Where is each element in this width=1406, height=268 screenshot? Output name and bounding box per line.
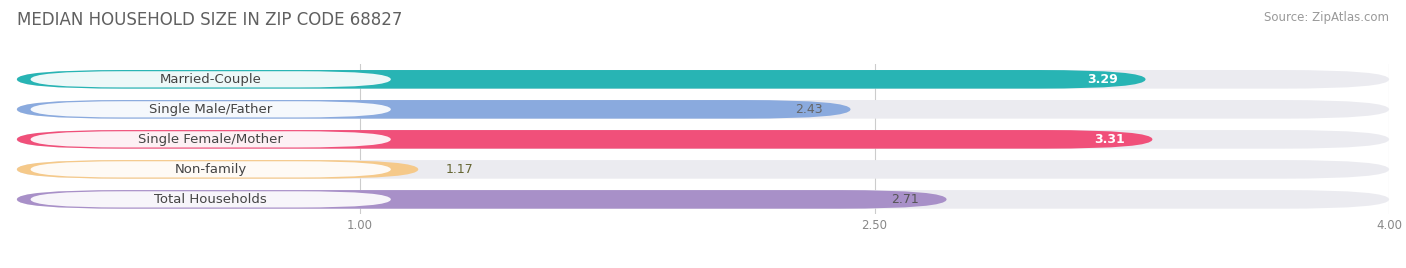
Text: 3.31: 3.31 [1094,133,1125,146]
Text: Married-Couple: Married-Couple [160,73,262,86]
FancyBboxPatch shape [17,130,1389,149]
Text: Single Male/Father: Single Male/Father [149,103,273,116]
Text: Total Households: Total Households [155,193,267,206]
Text: MEDIAN HOUSEHOLD SIZE IN ZIP CODE 68827: MEDIAN HOUSEHOLD SIZE IN ZIP CODE 68827 [17,11,402,29]
FancyBboxPatch shape [17,70,1146,89]
FancyBboxPatch shape [31,71,391,87]
FancyBboxPatch shape [31,161,391,177]
FancyBboxPatch shape [17,190,946,209]
FancyBboxPatch shape [17,100,1389,119]
Text: 3.29: 3.29 [1087,73,1118,86]
FancyBboxPatch shape [17,130,1153,149]
FancyBboxPatch shape [31,101,391,117]
FancyBboxPatch shape [17,190,1389,209]
Text: 1.17: 1.17 [446,163,474,176]
FancyBboxPatch shape [17,70,1389,89]
Text: 2.43: 2.43 [796,103,823,116]
Text: Non-family: Non-family [174,163,247,176]
Text: Source: ZipAtlas.com: Source: ZipAtlas.com [1264,11,1389,24]
FancyBboxPatch shape [31,131,391,147]
Text: 2.71: 2.71 [891,193,920,206]
FancyBboxPatch shape [31,191,391,207]
FancyBboxPatch shape [17,160,418,179]
FancyBboxPatch shape [17,160,1389,179]
Text: Single Female/Mother: Single Female/Mother [138,133,283,146]
FancyBboxPatch shape [17,100,851,119]
